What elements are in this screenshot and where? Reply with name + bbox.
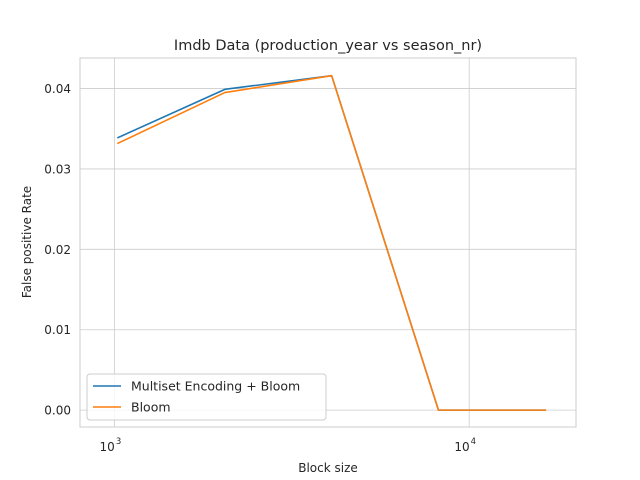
y-tick-labels: 0.00 0.01 0.02 0.03 0.04 <box>44 82 71 418</box>
plot-frame <box>79 57 577 428</box>
x-axis-label: Block size <box>298 461 358 475</box>
x-tick-label: 104 <box>454 437 476 454</box>
x-tick-labels: 103 104 <box>100 437 477 454</box>
x-tick-base: 10 <box>454 440 469 454</box>
legend-label-bloom: Bloom <box>131 400 171 415</box>
y-axis-label: False positive Rate <box>20 186 34 298</box>
x-tick-base: 10 <box>100 440 115 454</box>
x-tick-exponent: 3 <box>116 437 121 447</box>
x-tick-exponent: 4 <box>471 437 476 447</box>
legend-box <box>86 373 327 421</box>
y-tick-label: 0.00 <box>44 404 71 418</box>
y-tick-label: 0.01 <box>44 323 71 337</box>
y-tick-label: 0.03 <box>44 162 71 176</box>
legend-label-multiset: Multiset Encoding + Bloom <box>131 379 300 394</box>
series-lines <box>116 74 547 411</box>
legend: Multiset Encoding + Bloom Bloom <box>86 373 327 421</box>
series-line-1 <box>116 74 547 411</box>
y-tick-label: 0.02 <box>44 243 71 257</box>
x-tick-label: 103 <box>100 437 122 454</box>
chart-title: Imdb Data (production_year vs season_nr) <box>174 38 482 54</box>
plot-area <box>80 58 576 427</box>
y-tick-label: 0.04 <box>44 82 71 96</box>
